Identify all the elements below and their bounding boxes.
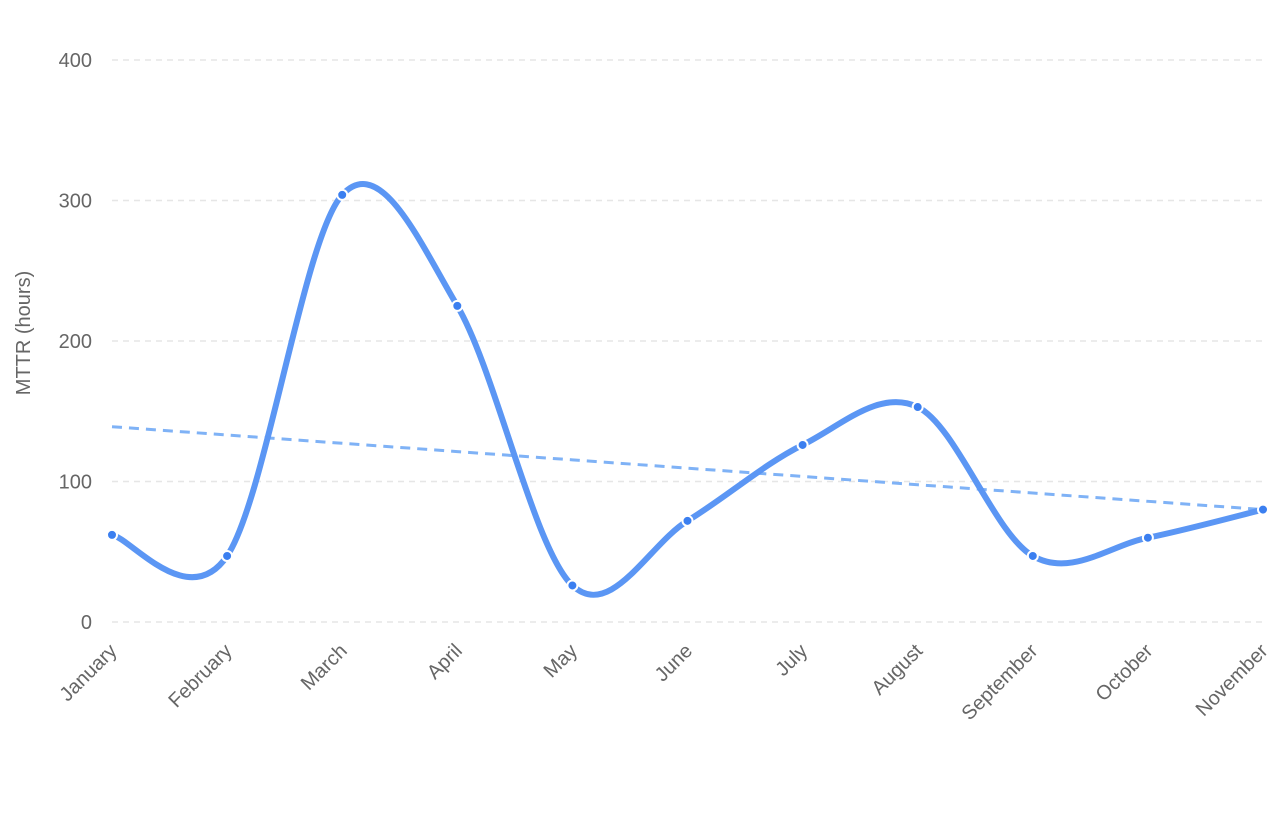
x-tick-label: July — [771, 640, 812, 681]
data-point[interactable] — [1141, 531, 1154, 544]
data-points — [106, 188, 1269, 592]
y-tick-label: 400 — [59, 50, 92, 72]
series-line — [109, 181, 1266, 598]
x-axis-ticks: January February March April May June July Augu… — [56, 640, 1273, 725]
x-tick-label: May — [540, 640, 582, 682]
y-axis-title: MTTR (hours) — [13, 271, 35, 395]
x-tick-label: January — [56, 640, 122, 706]
data-point[interactable] — [681, 514, 694, 527]
data-point[interactable] — [911, 401, 924, 414]
x-tick-label: November — [1192, 640, 1273, 721]
data-point[interactable] — [336, 188, 349, 201]
y-axis-ticks: 0 100 200 300 400 — [59, 50, 92, 634]
y-tick-label: 100 — [59, 472, 92, 494]
x-tick-label: March — [297, 640, 352, 695]
trend-line — [111, 425, 1264, 512]
data-point[interactable] — [1026, 549, 1039, 562]
data-point[interactable] — [106, 528, 118, 541]
data-point[interactable] — [221, 549, 234, 562]
x-tick-label: June — [651, 640, 697, 686]
data-point[interactable] — [1257, 503, 1269, 516]
x-tick-label: February — [164, 640, 236, 712]
x-tick-label: September — [958, 640, 1043, 725]
data-point[interactable] — [451, 299, 464, 312]
y-tick-label: 200 — [59, 331, 92, 353]
x-tick-label: October — [1092, 640, 1158, 706]
data-point[interactable] — [566, 579, 579, 592]
y-tick-label: 0 — [81, 612, 92, 634]
series-layer — [109, 181, 1266, 598]
x-tick-label: August — [868, 640, 928, 700]
grid-lines — [112, 59, 1263, 623]
y-tick-label: 300 — [59, 191, 92, 213]
data-point[interactable] — [796, 438, 809, 451]
x-tick-label: April — [423, 640, 467, 684]
